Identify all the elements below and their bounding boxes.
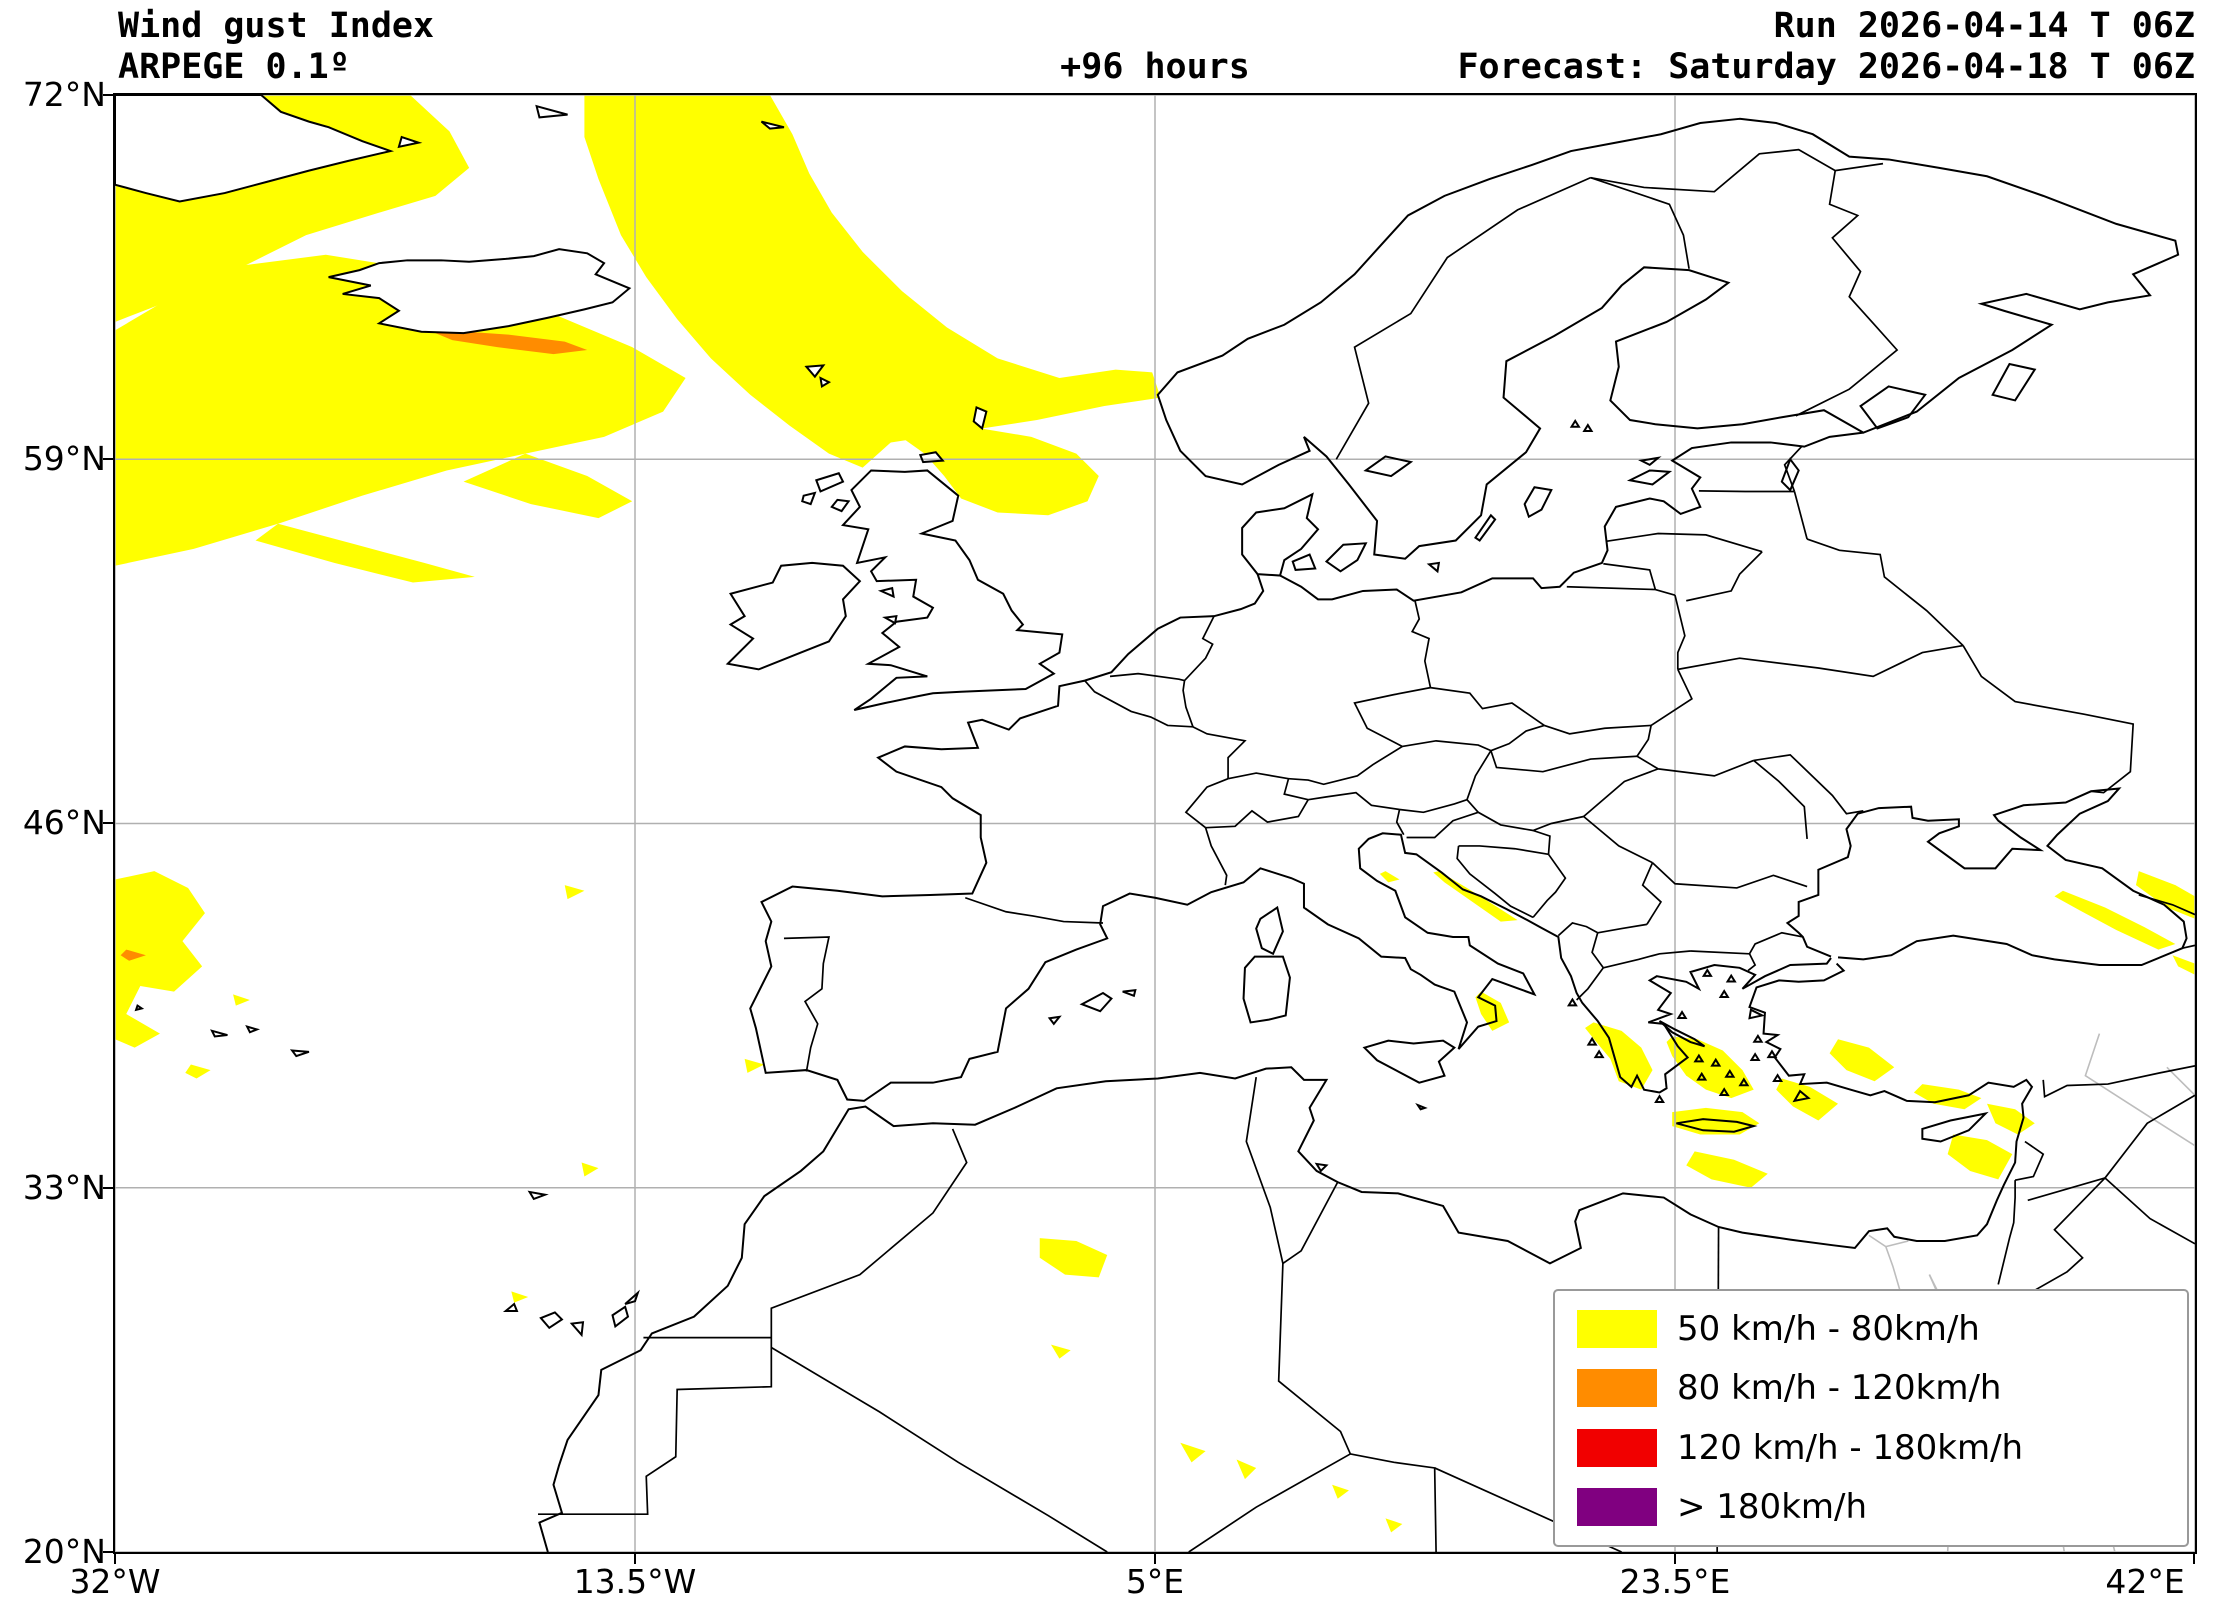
- legend-item-label: 80 km/h - 120km/h: [1677, 1368, 2002, 1409]
- y-tickmark: [103, 822, 113, 824]
- y-tick-label: 46°N: [22, 803, 106, 842]
- y-tick-label: 72°N: [22, 75, 106, 114]
- legend-item: 120 km/h - 180km/h: [1555, 1427, 2187, 1468]
- x-tickmark: [1674, 1554, 1676, 1564]
- legend-swatch-red: [1577, 1428, 1657, 1467]
- forecast-datetime: Forecast: Saturday 2026-04-18 T 06Z: [1457, 47, 2195, 87]
- legend-item: > 180km/h: [1555, 1487, 2187, 1528]
- forecast-map: [115, 95, 2195, 1552]
- x-tick-label: 23.5°E: [1619, 1562, 1731, 1601]
- y-tick-label: 33°N: [22, 1168, 106, 1207]
- legend-swatch-yellow: [1577, 1309, 1657, 1348]
- x-tick-label: 32°W: [69, 1562, 161, 1601]
- legend: 50 km/h - 80km/h 80 km/h - 120km/h 120 k…: [1553, 1289, 2189, 1547]
- run-datetime: Run 2026-04-14 T 06Z: [1773, 6, 2195, 46]
- x-tick-label: 13.5°W: [573, 1562, 697, 1601]
- y-tickmark: [103, 94, 113, 96]
- model-name: ARPEGE 0.1º: [118, 47, 350, 87]
- wind-area-sea-yellow-layer: [115, 95, 1161, 1303]
- legend-item: 50 km/h - 80km/h: [1555, 1308, 2187, 1349]
- legend-swatch-orange: [1577, 1369, 1657, 1408]
- country-borders-layer: [538, 150, 2195, 1552]
- legend-item-label: 120 km/h - 180km/h: [1677, 1427, 2024, 1468]
- wind-area-land-yellow-layer: [1039, 871, 2195, 1533]
- legend-item: 80 km/h - 120km/h: [1555, 1368, 2187, 1409]
- y-tick-label: 59°N: [22, 439, 106, 478]
- x-tickmark: [114, 1554, 116, 1564]
- lead-time: +96 hours: [1060, 47, 1250, 87]
- map-title: Wind gust Index: [118, 6, 435, 46]
- x-tickmark: [2193, 1554, 2195, 1564]
- coastline-layer: [115, 95, 2187, 1552]
- x-tick-label: 42°E: [2105, 1562, 2185, 1601]
- y-tickmark: [103, 1187, 113, 1189]
- legend-item-label: > 180km/h: [1677, 1487, 1868, 1528]
- x-tickmark: [634, 1554, 636, 1564]
- y-tickmark: [103, 458, 113, 460]
- y-tickmark: [103, 1551, 113, 1553]
- x-tick-label: 5°E: [1125, 1562, 1185, 1601]
- legend-swatch-purple: [1577, 1488, 1657, 1527]
- land-fill-layer: [115, 95, 2179, 711]
- y-tick-label: 20°N: [22, 1532, 106, 1571]
- x-tickmark: [1154, 1554, 1156, 1564]
- legend-item-label: 50 km/h - 80km/h: [1677, 1308, 1980, 1349]
